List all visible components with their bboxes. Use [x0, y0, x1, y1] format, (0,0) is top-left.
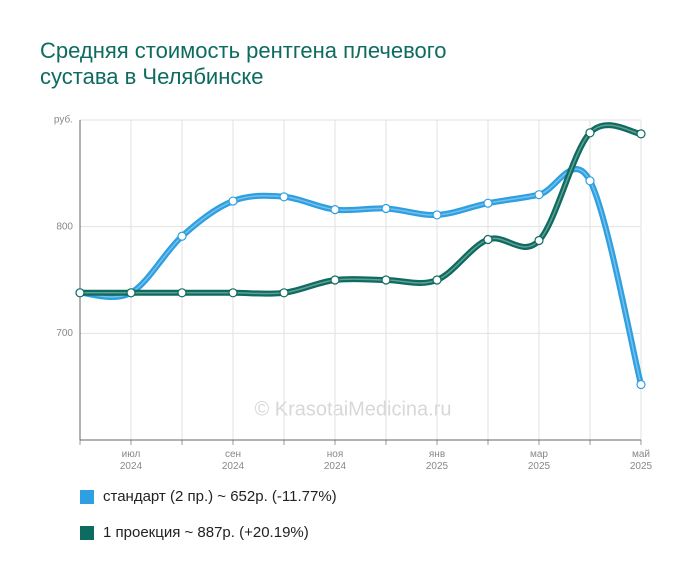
x-tick-label: июл 2024	[120, 449, 143, 472]
data-point	[279, 288, 289, 298]
chart-title: Средняя стоимость рентгена плечевого сус…	[40, 38, 447, 89]
data-point	[228, 288, 238, 298]
data-point	[330, 275, 340, 285]
x-tick-label: ноя 2024	[324, 449, 347, 472]
data-point	[432, 210, 442, 220]
y-tick-label: 700	[56, 328, 73, 339]
data-point	[534, 190, 544, 200]
x-tick-label-line: 2025	[426, 461, 449, 472]
data-point	[75, 288, 85, 298]
data-point	[483, 198, 493, 208]
data-point	[330, 205, 340, 215]
x-tick-label-line: мар	[530, 449, 548, 460]
legend-swatch	[80, 526, 94, 540]
y-tick-label: руб.	[54, 114, 73, 126]
data-point	[432, 275, 442, 285]
x-tick-label: сен 2024	[222, 449, 245, 472]
data-point	[177, 288, 187, 298]
data-point	[279, 192, 289, 202]
data-point	[483, 234, 493, 245]
data-point	[126, 288, 136, 298]
data-point	[585, 128, 595, 138]
data-point	[228, 196, 238, 206]
data-point	[585, 176, 595, 186]
x-tick-label-line: 2025	[528, 461, 551, 472]
legend-swatch	[80, 490, 94, 504]
y-tick-label: 800	[56, 221, 73, 232]
data-point	[636, 379, 646, 390]
x-tick-label: мар 2025	[528, 449, 551, 472]
x-tick-label-line: сен	[225, 449, 241, 460]
data-point	[636, 129, 646, 139]
x-tick-label-line: 2024	[222, 461, 245, 472]
x-tick-label-line: янв	[429, 449, 445, 460]
legend-label: стандарт (2 пр.) ~ 652р. (-11.77%)	[103, 488, 337, 505]
data-point	[381, 275, 391, 285]
watermark: © KrasotaiMedicina.ru	[254, 398, 451, 420]
data-point	[177, 231, 187, 241]
data-point	[534, 235, 544, 246]
x-tick-label-line: июл	[122, 449, 141, 460]
x-tick-label-line: 2025	[630, 461, 653, 472]
x-tick-label: май 2025	[630, 449, 653, 472]
x-tick-label: янв 2025	[426, 449, 449, 472]
legend-label: 1 проекция ~ 887р. (+20.19%)	[103, 524, 309, 541]
data-point	[381, 203, 391, 214]
x-tick-label-line: 2024	[324, 461, 347, 472]
x-tick-label-line: май	[632, 449, 650, 460]
x-tick-label-line: ноя	[327, 449, 344, 460]
x-tick-label-line: 2024	[120, 461, 143, 472]
